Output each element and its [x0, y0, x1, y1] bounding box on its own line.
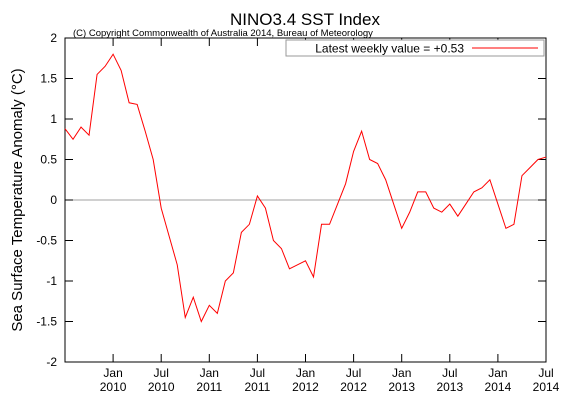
x-tick-label: Jul 2014	[533, 366, 560, 394]
x-tick-label: Jul 2012	[340, 366, 367, 394]
y-tick-label: -2	[46, 355, 57, 369]
x-tick-label: Jan 2010	[100, 366, 127, 394]
chart-subtitle: (C) Copyright Commonwealth of Australia …	[73, 28, 373, 39]
x-tick-label: Jul 2013	[436, 366, 463, 394]
legend-label: Latest weekly value = +0.53	[315, 42, 464, 56]
x-tick-label: Jan 2011	[196, 366, 222, 394]
x-tick-label: Jan 2013	[388, 366, 415, 394]
chart-title: NINO3.4 SST Index	[230, 10, 380, 29]
legend-box	[285, 39, 545, 57]
y-tick-label: -1	[46, 274, 57, 288]
y-axis-label: Sea Surface Temperature Anomaly (°C)	[9, 68, 26, 331]
x-tick-label: Jan 2014	[485, 366, 512, 394]
data-line	[64, 53, 547, 323]
y-tick-label: -1.5	[36, 315, 57, 329]
legend: Latest weekly value = +0.53	[285, 39, 545, 57]
y-tick-label: 1	[50, 112, 57, 126]
y-tick-label: 0.5	[40, 153, 57, 167]
y-tick-label: 1.5	[40, 72, 57, 86]
x-tick-label: Jul 2011	[244, 366, 270, 394]
x-tick-label: Jul 2010	[148, 366, 175, 394]
y-tick-label: 0	[50, 193, 57, 207]
y-tick-label: -0.5	[36, 234, 57, 248]
x-tick-label: Jan 2012	[292, 366, 319, 394]
y-tick-label: 2	[50, 31, 57, 45]
